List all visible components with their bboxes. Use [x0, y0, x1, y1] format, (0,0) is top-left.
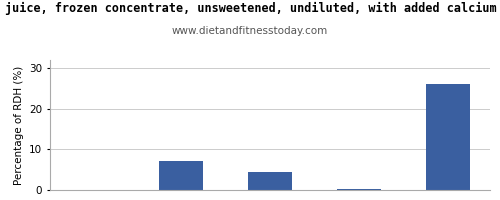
Bar [426, 84, 470, 190]
Text: juice, frozen concentrate, unsweetened, undiluted, with added calcium p: juice, frozen concentrate, unsweetened, … [5, 2, 500, 15]
Bar [159, 161, 204, 190]
Bar [248, 172, 292, 190]
Text: www.dietandfitnesstoday.com: www.dietandfitnesstoday.com [172, 26, 328, 36]
Y-axis label: Percentage of RDH (%): Percentage of RDH (%) [14, 65, 24, 185]
Bar [336, 189, 381, 190]
